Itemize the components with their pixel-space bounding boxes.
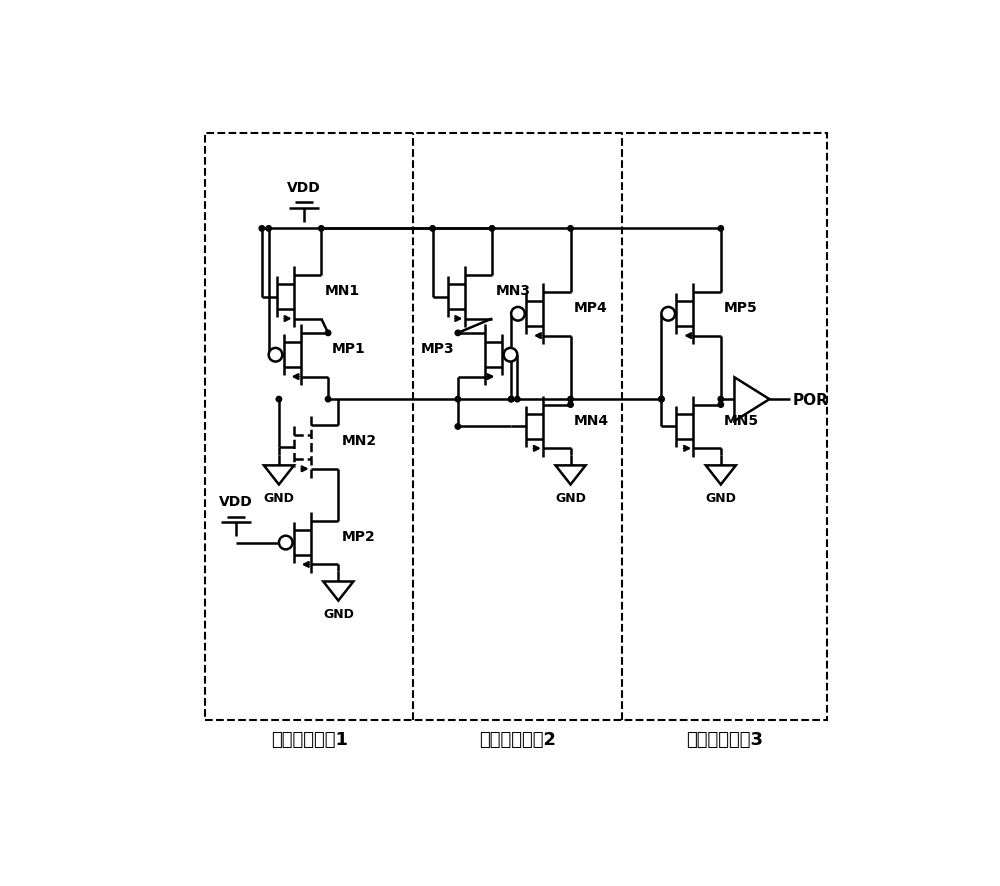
Text: MN2: MN2 (342, 433, 377, 447)
Text: MP2: MP2 (342, 529, 376, 543)
Circle shape (718, 227, 724, 232)
Text: MN3: MN3 (495, 284, 530, 298)
Circle shape (325, 330, 331, 336)
Circle shape (661, 307, 675, 322)
Circle shape (325, 397, 331, 402)
Text: GND: GND (263, 492, 294, 505)
Circle shape (718, 397, 724, 402)
Circle shape (269, 348, 282, 362)
Text: MN1: MN1 (325, 284, 360, 298)
Circle shape (504, 348, 517, 362)
Text: MP1: MP1 (332, 341, 365, 355)
Text: 迟滞比较电路2: 迟滞比较电路2 (479, 731, 556, 749)
Circle shape (508, 397, 514, 402)
Circle shape (455, 397, 461, 402)
Text: 电压检测电路1: 电压检测电路1 (271, 731, 348, 749)
Circle shape (455, 330, 461, 336)
Circle shape (279, 536, 293, 549)
Circle shape (266, 227, 271, 232)
Circle shape (568, 402, 573, 408)
Text: MN4: MN4 (574, 413, 609, 427)
Circle shape (568, 227, 573, 232)
Text: MP3: MP3 (421, 341, 454, 355)
Text: MP4: MP4 (574, 300, 608, 315)
Text: VDD: VDD (287, 181, 321, 195)
Circle shape (568, 397, 573, 402)
Circle shape (718, 402, 724, 408)
Text: GND: GND (555, 492, 586, 505)
Circle shape (259, 227, 265, 232)
Circle shape (455, 424, 461, 430)
Circle shape (489, 227, 495, 232)
Text: 电压整形电路3: 电压整形电路3 (686, 731, 763, 749)
Circle shape (659, 397, 664, 402)
Bar (205, 134, 827, 720)
Text: GND: GND (705, 492, 736, 505)
Circle shape (659, 397, 664, 402)
Text: MP5: MP5 (724, 300, 758, 315)
Text: GND: GND (323, 608, 354, 621)
Text: POR: POR (793, 392, 829, 408)
Circle shape (511, 307, 525, 322)
Circle shape (319, 227, 324, 232)
Circle shape (430, 227, 435, 232)
Circle shape (515, 397, 520, 402)
Text: VDD: VDD (219, 495, 253, 509)
Circle shape (508, 397, 514, 402)
Text: MN5: MN5 (724, 413, 759, 427)
Circle shape (276, 397, 282, 402)
